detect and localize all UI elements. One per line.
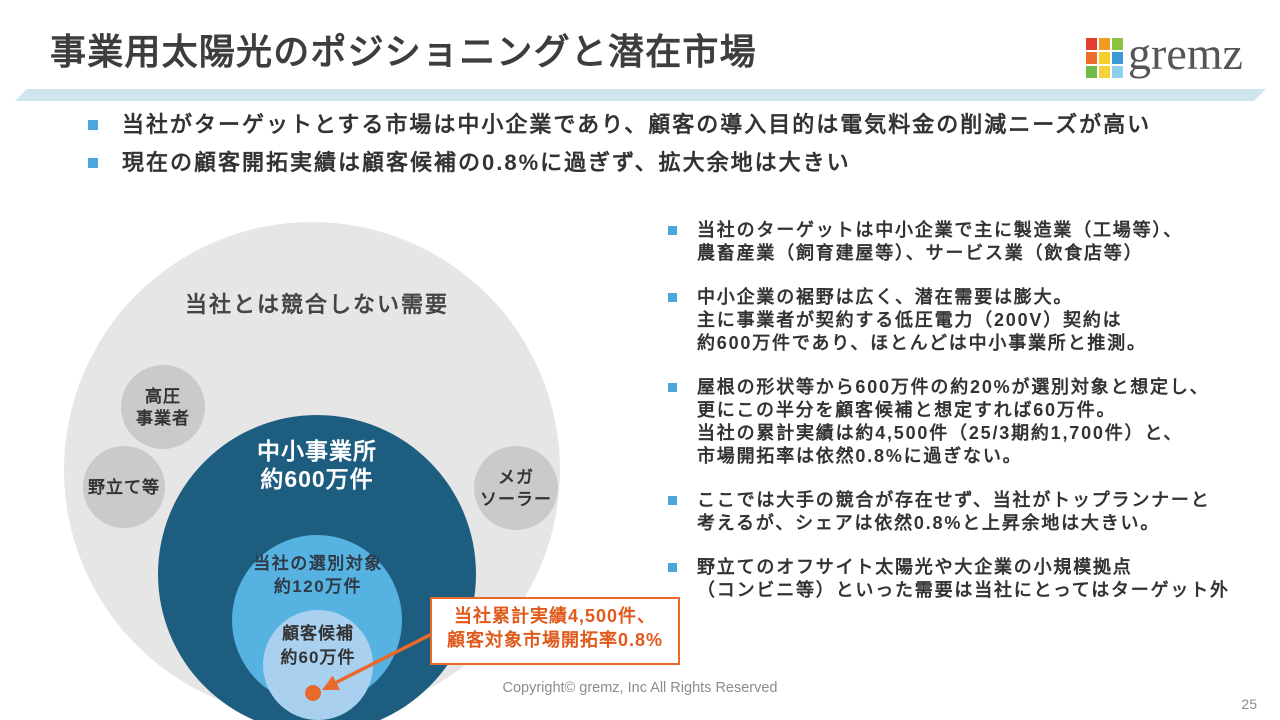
cumulative-results-callout: 当社累計実績4,500件、 顧客対象市場開拓率0.8% xyxy=(430,597,680,665)
summary-bullet-list: 当社がターゲットとする市場は中小企業であり、顧客の導入目的は電気料金の削減ニーズ… xyxy=(88,110,1151,186)
callout-line: 当社累計実績4,500件、 xyxy=(453,606,657,626)
summary-bullet: 当社がターゲットとする市場は中小企業であり、顧客の導入目的は電気料金の削減ニーズ… xyxy=(88,110,1151,140)
sme-offices-name: 中小事業所 xyxy=(257,438,377,464)
segment-label-line: 事業者 xyxy=(136,409,190,428)
segment-label-line: メガ xyxy=(498,468,534,487)
detail-bullet-line: 当社のターゲットは中小企業で主に製造業（工場等）、 xyxy=(697,220,1183,240)
summary-bullet: 現在の顧客開拓実績は顧客候補の0.8%に過ぎず、拡大余地は大きい xyxy=(88,148,1151,178)
logo-tile xyxy=(1086,38,1097,50)
mega-solar-segment-label: メガ ソーラー xyxy=(466,467,566,511)
logo-wordmark: gremz xyxy=(1128,28,1243,79)
sme-offices-count: 約600万件 xyxy=(260,466,374,492)
slide-title: 事業用太陽光のポジショニングと潜在市場 xyxy=(50,31,757,72)
square-bullet-icon xyxy=(668,226,677,235)
segment-label-line: 高圧 xyxy=(145,387,181,406)
square-bullet-icon xyxy=(88,120,98,130)
square-bullet-icon xyxy=(88,158,98,168)
selection-target-name: 当社の選別対象 xyxy=(253,554,383,573)
detail-bullet: 野立てのオフサイト太陽光や大企業の小規模拠点 （コンビニ等）といった需要は当社に… xyxy=(668,556,1230,602)
ground-mounted-segment-circle xyxy=(83,446,165,528)
logo-tile xyxy=(1099,66,1110,78)
detail-bullet-line: 屋根の形状等から600万件の約20%が選別対象と想定し、 xyxy=(697,377,1210,397)
detail-bullet-line: 野立てのオフサイト太陽光や大企業の小規模拠点 xyxy=(697,557,1133,577)
cumulative-results-dot xyxy=(305,685,321,701)
customer-candidate-count: 約60万件 xyxy=(280,648,356,667)
arrow-head-icon xyxy=(322,675,340,690)
detail-bullet-line: 主に事業者が契約する低圧電力（200V）契約は xyxy=(697,310,1123,330)
logo-tile xyxy=(1086,66,1097,78)
segment-label-line: 野立て等 xyxy=(88,478,160,497)
detail-bullet-line: 考えるが、シェアは依然0.8%と上昇余地は大きい。 xyxy=(697,513,1161,533)
square-bullet-icon xyxy=(668,496,677,505)
copyright-notice: Copyright© gremz, Inc All Rights Reserve… xyxy=(502,680,778,696)
summary-bullet-text: 現在の顧客開拓実績は顧客候補の0.8%に過ぎず、拡大余地は大きい xyxy=(122,150,851,175)
detail-bullet: 当社のターゲットは中小企業で主に製造業（工場等）、 農畜産業（飼育建屋等）、サー… xyxy=(668,219,1230,265)
logo-tile xyxy=(1099,38,1110,50)
square-bullet-icon xyxy=(668,383,677,392)
segment-label-line: ソーラー xyxy=(480,490,552,509)
logo-tile xyxy=(1112,52,1123,64)
selection-target-label: 当社の選別対象 約120万件 xyxy=(218,552,418,598)
non-competing-demand-label: 当社とは競合しない需要 xyxy=(184,292,449,317)
summary-bullet-text: 当社がターゲットとする市場は中小企業であり、顧客の導入目的は電気料金の削減ニーズ… xyxy=(122,112,1152,137)
detail-bullet-line: 更にこの半分を顧客候補と想定すれば60万件。 xyxy=(697,400,1117,420)
ground-mounted-segment-label: 野立て等 xyxy=(74,477,174,499)
logo-tile xyxy=(1086,52,1097,64)
logo-tile xyxy=(1112,38,1123,50)
detail-bullet-list: 当社のターゲットは中小企業で主に製造業（工場等）、 農畜産業（飼育建屋等）、サー… xyxy=(668,219,1230,623)
sme-offices-label: 中小事業所 約600万件 xyxy=(217,437,417,493)
square-bullet-icon xyxy=(668,293,677,302)
page-number: 25 xyxy=(1241,696,1257,712)
logo-tile xyxy=(1099,52,1110,64)
logo-tile xyxy=(1112,66,1123,78)
detail-bullet-line: 市場開拓率は依然0.8%に過ぎない。 xyxy=(697,446,1023,466)
detail-bullet-line: 中小企業の裾野は広く、潜在需要は膨大。 xyxy=(697,287,1074,307)
mega-solar-segment-circle xyxy=(474,446,558,530)
callout-line: 顧客対象市場開拓率0.8% xyxy=(446,630,664,650)
detail-bullet-line: 農畜産業（飼育建屋等）、サービス業（飲食店等） xyxy=(697,243,1144,263)
square-bullet-icon xyxy=(668,563,677,572)
selection-target-count: 約120万件 xyxy=(273,577,363,596)
high-voltage-segment-circle xyxy=(121,365,205,449)
customer-candidate-name: 顧客候補 xyxy=(282,624,354,643)
callout-arrow xyxy=(322,632,434,690)
arrow-shaft xyxy=(335,632,434,684)
detail-bullet-line: （コンビニ等）といった需要は当社にとってはターゲット外 xyxy=(697,580,1230,600)
detail-bullet-line: 当社の累計実績は約4,500件（25/3期約1,700件）と、 xyxy=(697,423,1184,443)
customer-candidate-circle xyxy=(263,610,373,720)
detail-bullet: ここでは大手の競合が存在せず、当社がトップランナーと 考えるが、シェアは依然0.… xyxy=(668,489,1230,535)
detail-bullet: 中小企業の裾野は広く、潜在需要は膨大。 主に事業者が契約する低圧電力（200V）… xyxy=(668,286,1230,355)
detail-bullet: 屋根の形状等から600万件の約20%が選別対象と想定し、 更にこの半分を顧客候補… xyxy=(668,376,1230,468)
high-voltage-segment-label: 高圧 事業者 xyxy=(113,386,213,430)
detail-bullet-line: ここでは大手の競合が存在せず、当社がトップランナーと xyxy=(697,490,1211,510)
detail-bullet-line: 約600万件であり、ほとんどは中小事業所と推測。 xyxy=(697,333,1147,353)
customer-candidate-label: 顧客候補 約60万件 xyxy=(218,622,418,670)
header-accent-band xyxy=(15,89,1266,101)
mosaic-logo-icon xyxy=(1086,38,1123,78)
